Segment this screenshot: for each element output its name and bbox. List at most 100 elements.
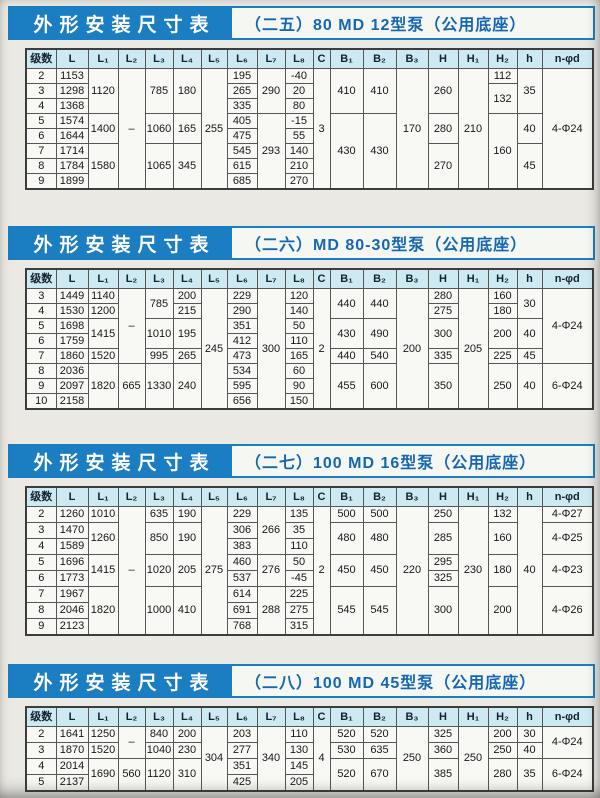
dimension-table-100md45: 级数 L L₁ L₂ L₃ L₄ L₅ L₆ L₇ L₈ C B₁ B₂ B₃ H H₁ H₂ h n-φd 2 164… <box>25 706 594 792</box>
cell: 225 <box>487 348 518 364</box>
cell: 276 <box>256 554 286 587</box>
cell: 229 <box>226 506 258 523</box>
cell: 1368 <box>55 98 89 114</box>
cell: 6-Φ24 <box>541 363 594 410</box>
column-header: L₄ <box>172 486 202 507</box>
cell: 160 <box>487 113 518 190</box>
column-header: B₁ <box>329 268 364 289</box>
cell: 7 <box>25 143 57 159</box>
table-row: 3 1470 1260 850 190 306 35 480 480 285 160 4-Φ25 <box>25 522 594 555</box>
column-header: L₁ <box>87 268 119 289</box>
column-header: L₃ <box>144 268 174 289</box>
cell: 1298 <box>55 83 89 99</box>
column-header: h <box>516 268 543 289</box>
cell: 440 <box>329 288 364 319</box>
cell: 245 <box>200 288 228 410</box>
column-header: L₅ <box>200 268 228 289</box>
column-header: L₁ <box>87 486 119 507</box>
cell: 35 <box>516 68 543 114</box>
cell: 295 <box>427 554 459 571</box>
cell: 2014 <box>55 758 89 775</box>
table-row: 2 1641 1250–840 200 304 203 340 110 4 520 520 250 32… <box>25 726 594 792</box>
cell: 1153 <box>55 68 89 84</box>
cell: – <box>117 726 146 759</box>
cell: 5 <box>25 113 57 129</box>
column-header: h <box>516 706 543 727</box>
column-header: H <box>427 706 459 727</box>
cell: 2097 <box>55 378 89 394</box>
column-header-row: 级数 L L₁ L₂ L₃ L₄ L₅ L₆ L₇ L₈ C B₁ B₂ B₃ H H₁ H₂ h n-φd <box>25 706 594 727</box>
column-header: n-φd <box>541 268 594 289</box>
column-header: H₁ <box>457 268 489 289</box>
table-row: 9 1899 685 270 <box>25 173 593 190</box>
table-row: 10 2158 656 150 <box>25 393 593 410</box>
column-header: B₃ <box>395 268 429 289</box>
cell: 200 <box>172 726 202 743</box>
cell: 270 <box>427 143 459 190</box>
column-header: L₄ <box>172 706 202 727</box>
cell: 210 <box>457 68 489 190</box>
cell: 345 <box>172 143 202 190</box>
column-header: B₁ <box>329 706 364 727</box>
cell: 45 <box>516 348 543 364</box>
column-header: L₃ <box>144 706 174 727</box>
cell: 293 <box>256 113 286 190</box>
cell: 132 <box>487 506 518 523</box>
cell: 1330 <box>144 363 174 410</box>
cell: 3 <box>312 68 331 190</box>
cell: 460 <box>226 554 258 571</box>
cell: 280 <box>487 758 518 792</box>
cell: 475 <box>226 128 258 144</box>
column-header: B₃ <box>395 48 429 69</box>
cell: 1010 <box>87 506 119 523</box>
cell: 7 <box>25 586 57 603</box>
cell: 7 <box>25 348 57 364</box>
column-header: L <box>55 486 89 507</box>
cell: 40 <box>516 318 543 349</box>
cell: 450 <box>362 554 397 587</box>
cell: 2123 <box>55 618 89 636</box>
cell: 540 <box>362 348 397 364</box>
cell: 1260 <box>55 506 89 523</box>
cell: 2 <box>312 288 331 410</box>
column-header: L₄ <box>172 268 202 289</box>
column-header: L₂ <box>117 486 146 507</box>
cell: 4-Φ24 <box>541 288 594 364</box>
cell: 410 <box>172 586 202 636</box>
column-header: 级数 <box>25 268 57 289</box>
cell: 110 <box>284 726 314 743</box>
cell: 90 <box>284 378 314 394</box>
cell: 1065 <box>144 143 174 190</box>
cell: 165 <box>172 113 202 144</box>
cell: 1120 <box>87 68 119 114</box>
cell: 220 <box>395 506 429 636</box>
column-header: L <box>55 706 89 727</box>
table-row: 3 1870 1520 1040 230 277 130 530 635 360 250 40 <box>25 742 593 759</box>
cell: 534 <box>226 363 258 379</box>
column-header: H <box>427 268 459 289</box>
cell: 430 <box>329 113 364 190</box>
cell: 4 <box>25 538 57 555</box>
column-header: B₂ <box>362 486 397 507</box>
cell: 430 <box>329 318 364 349</box>
cell: 160 <box>487 522 518 555</box>
cell: 1470 <box>55 522 89 539</box>
cell: 1967 <box>55 586 89 603</box>
cell: 277 <box>226 742 258 759</box>
column-header: n-φd <box>541 48 594 69</box>
cell: 4-Φ24 <box>541 726 594 759</box>
cell: 40 <box>516 742 543 759</box>
column-header: L <box>55 48 89 69</box>
cell: 4 <box>25 303 57 319</box>
cell: 304 <box>200 726 228 792</box>
cell: 300 <box>427 586 459 636</box>
column-header: L <box>55 268 89 289</box>
cell: 275 <box>427 303 459 319</box>
cell: 45 <box>516 143 543 190</box>
cell: 537 <box>226 570 258 587</box>
cell: 440 <box>362 288 397 319</box>
cell: 8 <box>25 363 57 379</box>
cell: 285 <box>427 522 459 555</box>
cell: 300 <box>427 318 459 349</box>
